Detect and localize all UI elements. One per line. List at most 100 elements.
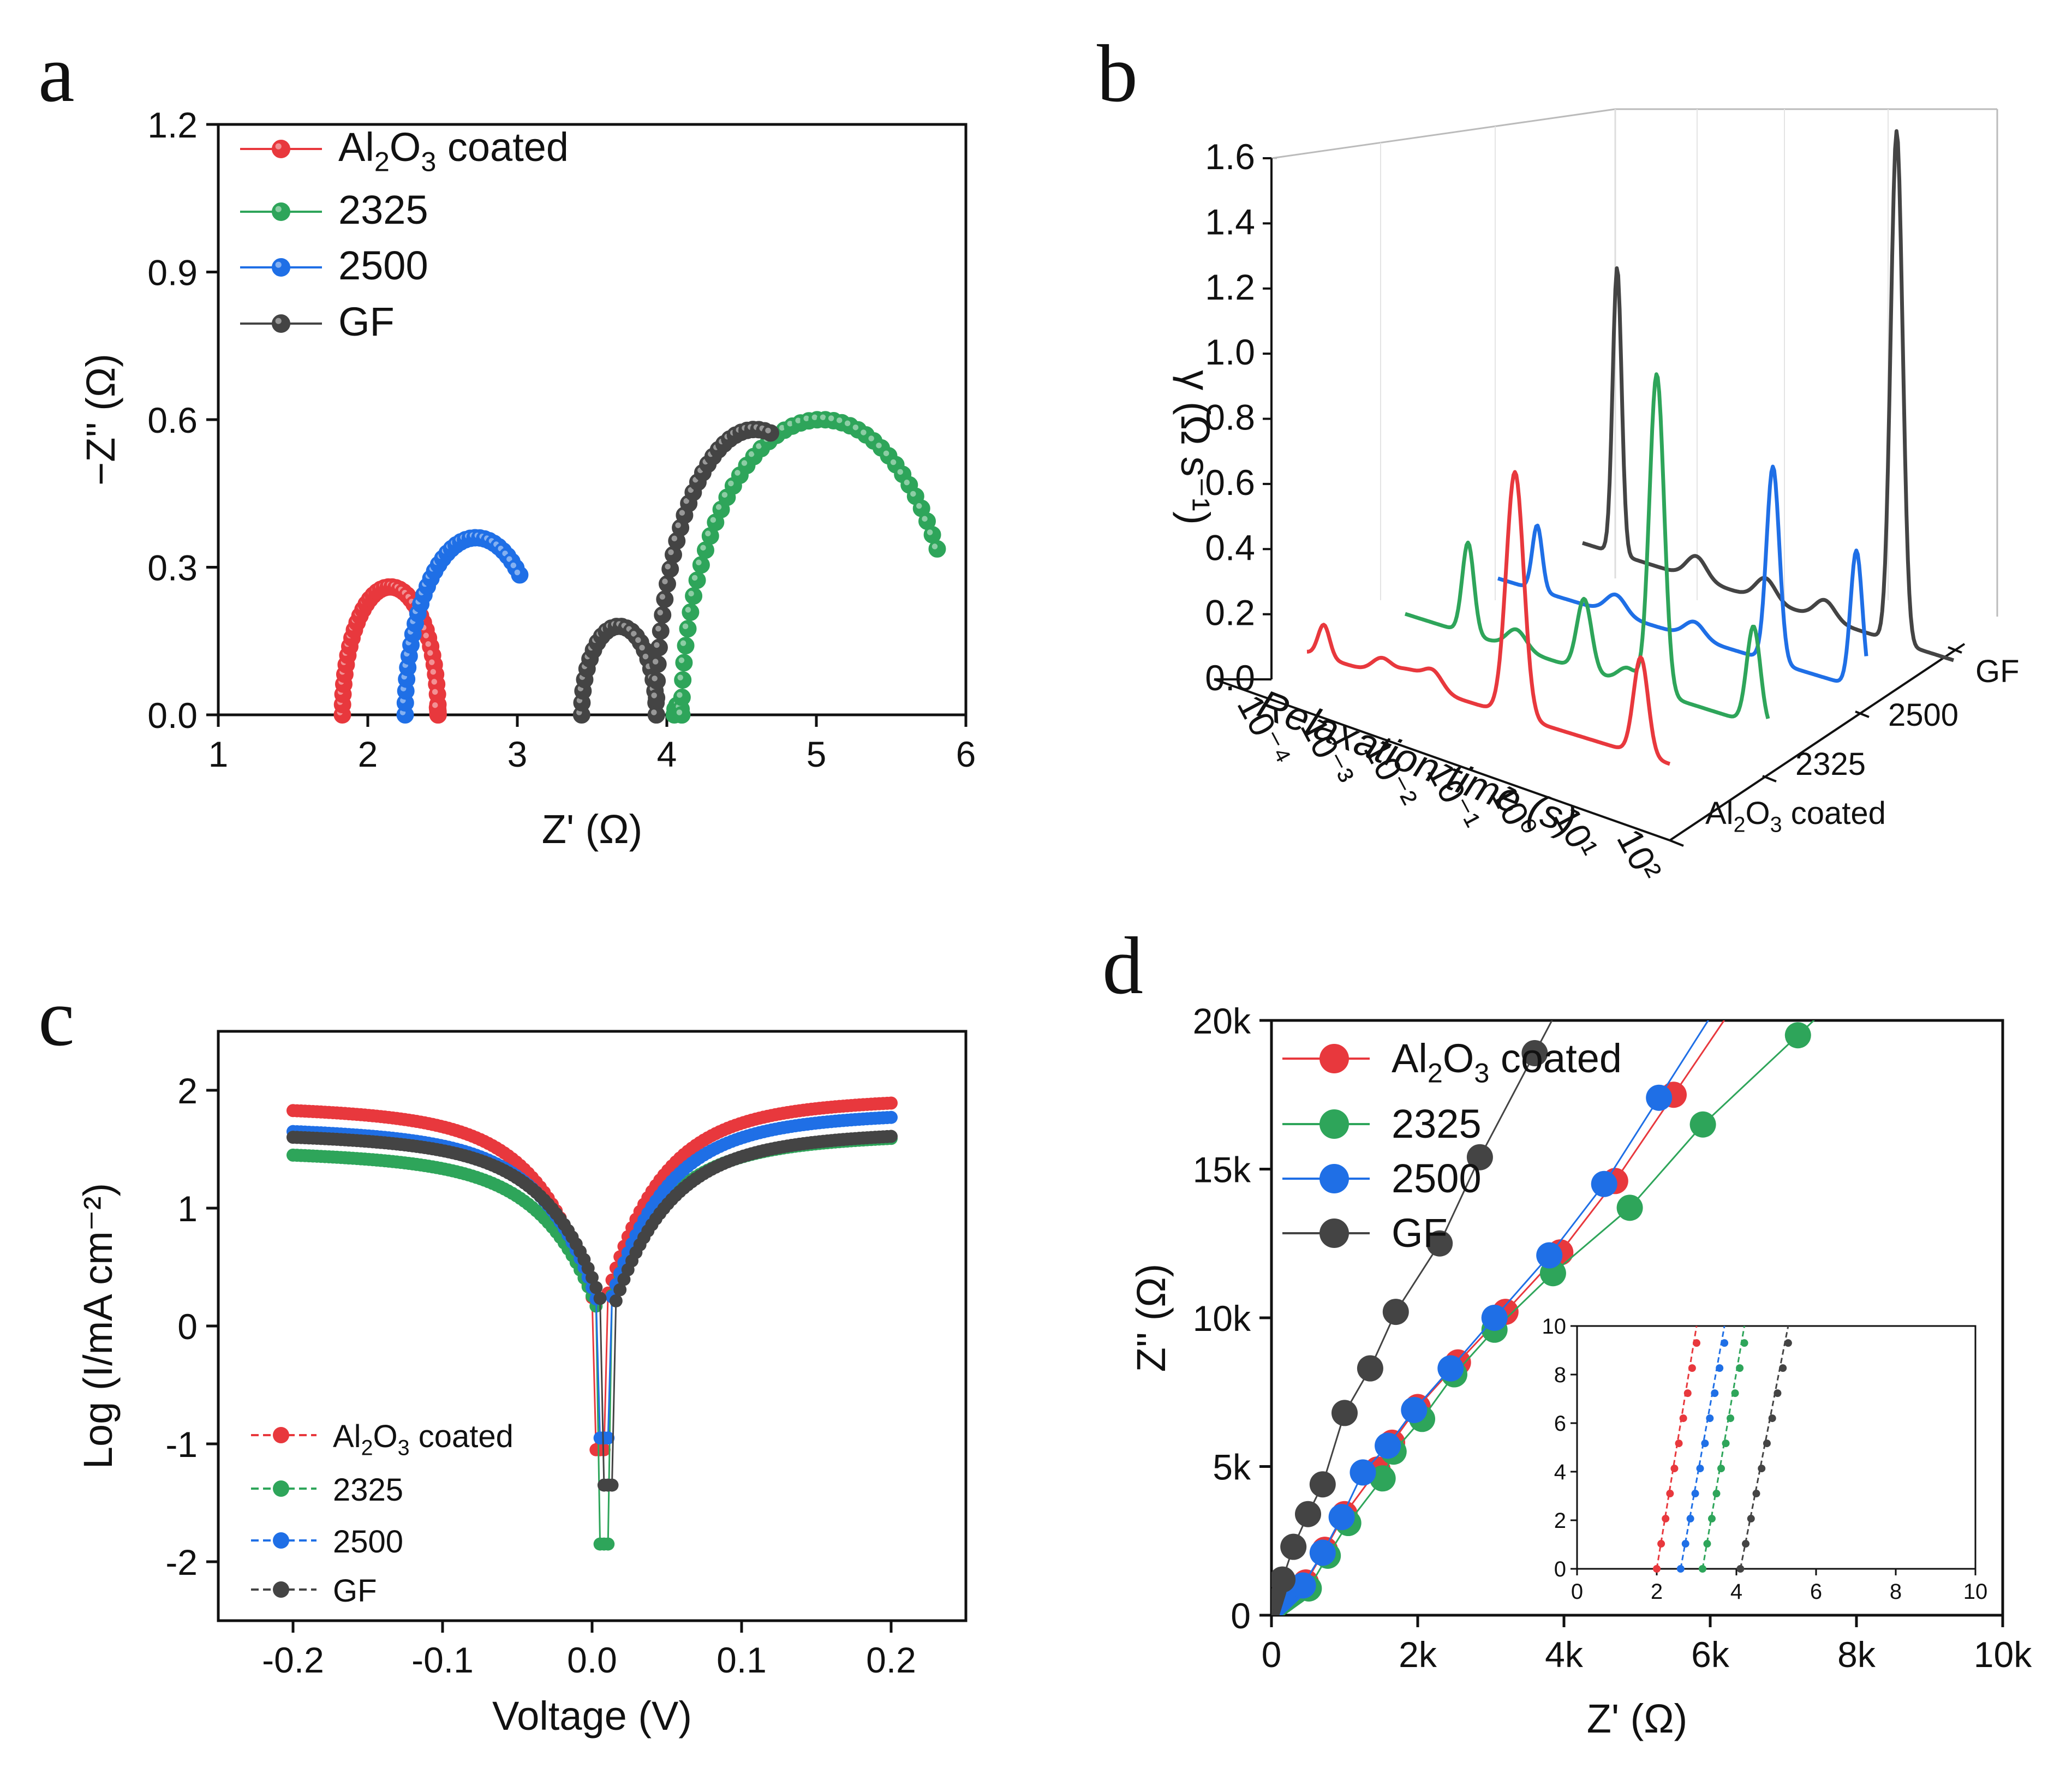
- drt-curve-Al2O3 coated: [1306, 470, 1671, 766]
- data-point-2325-highlight: [705, 530, 711, 536]
- data-point-2325-highlight: [868, 435, 874, 441]
- data-point-GF: [593, 1292, 607, 1305]
- inset-data-point-GF: [1784, 1339, 1792, 1347]
- label-part: Al: [338, 124, 374, 170]
- label-part: Al: [333, 1419, 361, 1454]
- data-point-GF-highlight: [651, 692, 657, 698]
- inset-data-point-2500: [1706, 1414, 1714, 1423]
- data-point-2325-highlight: [677, 674, 683, 680]
- y-tick-label: 5k: [1213, 1447, 1251, 1488]
- legend-marker: [273, 1427, 289, 1443]
- data-point-2325: [673, 706, 691, 724]
- inset-y-tick-label: 10: [1542, 1315, 1567, 1339]
- inset-x-tick-label: 4: [1730, 1580, 1742, 1604]
- data-point-2325-highlight: [741, 460, 748, 466]
- legend-marker: [272, 202, 290, 221]
- data-point-2325-highlight: [861, 429, 867, 435]
- legend-marker: [272, 314, 290, 333]
- inset-data-point-2500: [1711, 1389, 1719, 1397]
- inset-y-tick-label: 4: [1554, 1460, 1566, 1484]
- y-tick-label: 1.2: [147, 105, 198, 145]
- x-tick-label: 0.1: [716, 1640, 767, 1680]
- data-point-2500: [1375, 1432, 1401, 1459]
- data-point-Al2O3 coated-highlight: [427, 650, 433, 656]
- data-point-GF: [654, 606, 672, 624]
- drt-curve-2500: [1497, 464, 1868, 683]
- data-point-2325: [601, 1537, 615, 1551]
- inset-x-tick-label: 6: [1810, 1580, 1822, 1604]
- depth-axis-line: [1669, 643, 1966, 841]
- inset-y-tick-label: 8: [1554, 1363, 1566, 1387]
- data-point-2325-highlight: [680, 640, 686, 646]
- inset-data-point-2500: [1721, 1339, 1729, 1347]
- data-point-2325-highlight: [844, 420, 851, 427]
- data-point-2325-highlight: [890, 459, 897, 465]
- inset-data-point-Al2O3 coated: [1653, 1565, 1661, 1573]
- x-axis-label: Z' (Ω): [542, 807, 643, 852]
- x-tick-label: 4k: [1545, 1634, 1584, 1675]
- legend-marker-highlight: [275, 143, 282, 150]
- data-point-GF-highlight: [651, 709, 657, 715]
- data-point-GF-highlight: [652, 659, 659, 665]
- data-point-GF-highlight: [655, 625, 661, 632]
- inset-data-point-2325: [1736, 1364, 1744, 1372]
- data-point-2325-highlight: [700, 545, 706, 551]
- data-point-2500: [1536, 1242, 1563, 1269]
- data-point-2325-highlight: [795, 417, 801, 423]
- label-part: coated: [436, 124, 569, 170]
- data-point-2325-highlight: [688, 590, 694, 596]
- data-point-2325-highlight: [836, 417, 843, 423]
- y-tick-label: 15k: [1193, 1150, 1251, 1190]
- label-part: O: [1443, 1036, 1474, 1081]
- data-point-2325: [688, 571, 706, 589]
- data-point-GF: [1331, 1400, 1358, 1426]
- data-point-2325-highlight: [787, 421, 793, 427]
- data-point-2500: [1289, 1572, 1316, 1599]
- label-subscript: 3: [1474, 1058, 1489, 1089]
- data-point-2500: [1646, 1084, 1673, 1111]
- data-point-2325-highlight: [876, 443, 882, 449]
- data-point-Al2O3 coated: [428, 698, 446, 716]
- data-point-GF: [661, 560, 679, 578]
- x-tick-label: 10k: [1974, 1634, 2032, 1675]
- x-tick-label: 6k: [1691, 1634, 1730, 1675]
- label-part: O: [373, 1419, 398, 1454]
- label-part: coated: [1489, 1036, 1622, 1081]
- data-point-2325-highlight: [691, 575, 698, 581]
- inset-y-tick-label: 0: [1554, 1557, 1566, 1581]
- inset-data-point-2325: [1703, 1540, 1711, 1548]
- data-point-GF: [1466, 1144, 1493, 1170]
- data-point-2325-highlight: [803, 415, 809, 422]
- label-part: Al: [1705, 796, 1734, 831]
- panel-label-b: b: [1097, 28, 1138, 119]
- inset-data-point-GF: [1763, 1439, 1771, 1448]
- y-tick-label: 20k: [1193, 1001, 1251, 1041]
- x-axis-label: Z' (Ω): [1587, 1696, 1688, 1741]
- data-point-GF: [650, 638, 668, 656]
- data-point-2500: [1328, 1504, 1355, 1531]
- legend-marker: [272, 258, 290, 277]
- data-point-2325: [1689, 1111, 1716, 1138]
- data-point-GF: [1271, 1566, 1296, 1593]
- y-tick-label: 0: [177, 1306, 198, 1347]
- back-wall-top-edge: [1271, 108, 1616, 159]
- label-subscript: 3: [398, 1436, 410, 1460]
- data-point-2325-highlight: [678, 657, 685, 664]
- data-point-GF: [586, 1271, 599, 1285]
- y-tick-label: 1: [177, 1188, 198, 1229]
- panel-a-nyquist-plot: 1 2 3 4 5 60.00.30.60.91.2Z' (Ω)−Z'' (Ω)Al2O3…: [78, 105, 976, 852]
- data-point-2325: [673, 689, 691, 707]
- data-point-GF-highlight: [668, 549, 674, 555]
- legend-label: 2500: [338, 243, 428, 288]
- inset-data-point-Al2O3 coated: [1675, 1439, 1683, 1448]
- data-point-2325-highlight: [735, 470, 741, 476]
- inset-data-point-GF: [1779, 1364, 1787, 1372]
- label-subscript: 3: [1770, 813, 1782, 837]
- legend-label: GF: [338, 299, 395, 344]
- data-point-2325: [674, 671, 692, 689]
- label-subscript: 2: [1734, 813, 1746, 837]
- inset-data-point-GF: [1747, 1515, 1755, 1523]
- data-point-GF-highlight: [679, 510, 685, 516]
